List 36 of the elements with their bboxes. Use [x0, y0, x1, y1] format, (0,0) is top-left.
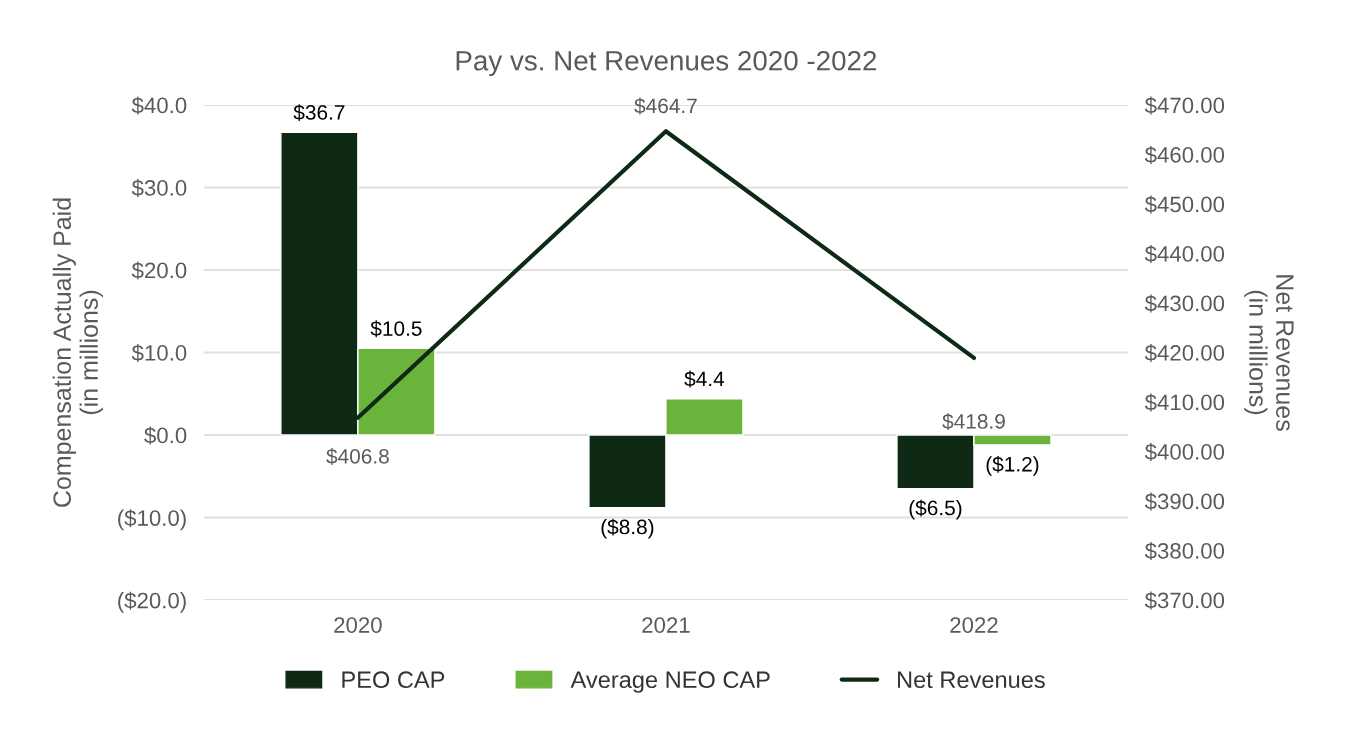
y2-tick-label: $420.00	[1144, 344, 1225, 363]
legend-label: PEO CAP	[342, 671, 445, 689]
data-label: ($8.8)	[601, 518, 654, 539]
y-tick-label: ($10.0)	[118, 509, 186, 531]
y2-tick-label: $390.00	[1144, 492, 1225, 511]
data-label: $406.8	[326, 448, 389, 465]
y-tick-label: $30.0	[131, 179, 187, 198]
y-tick-label: $10.0	[131, 344, 187, 363]
y2-tick-label: $370.00	[1144, 591, 1225, 610]
data-label: ($6.5)	[909, 499, 962, 520]
data-label: $36.7	[293, 104, 345, 122]
legend-label: Average NEO CAP	[570, 671, 770, 693]
y-tick-label: $0.0	[144, 426, 187, 445]
data-label: ($1.2)	[986, 456, 1039, 476]
x-tick-label: 2021	[642, 617, 690, 633]
data-label: $4.4	[684, 370, 725, 388]
y2-tick-label: $440.00	[1144, 245, 1225, 264]
x-tick-label: 2020	[334, 617, 382, 633]
y2-tick-label: $460.00	[1144, 146, 1225, 165]
y2-tick-label: $450.00	[1144, 195, 1225, 214]
data-label: $464.7	[634, 97, 697, 115]
y-tick-label: ($20.0)	[118, 591, 186, 613]
y2-tick-label: $470.00	[1144, 96, 1225, 115]
data-label: $418.9	[942, 413, 1005, 431]
y-tick-label: $40.0	[131, 96, 187, 115]
y2-axis-title: Net Revenues (in millions)	[1244, 275, 1294, 431]
y-tick-label: $20.0	[131, 261, 187, 280]
y2-tick-label: $400.00	[1144, 443, 1225, 462]
data-label: $10.5	[370, 320, 422, 338]
y-axis-title: Compensation Actually Paid (in millions)	[52, 198, 103, 507]
chart-title: Pay vs. Net Revenues 2020 -2022	[456, 50, 877, 77]
y2-tick-label: $410.00	[1144, 393, 1225, 412]
y2-tick-label: $380.00	[1144, 542, 1225, 561]
y2-tick-label: $430.00	[1144, 294, 1225, 313]
legend-label: Net Revenues	[898, 671, 1045, 689]
x-tick-label: 2022	[950, 617, 998, 633]
